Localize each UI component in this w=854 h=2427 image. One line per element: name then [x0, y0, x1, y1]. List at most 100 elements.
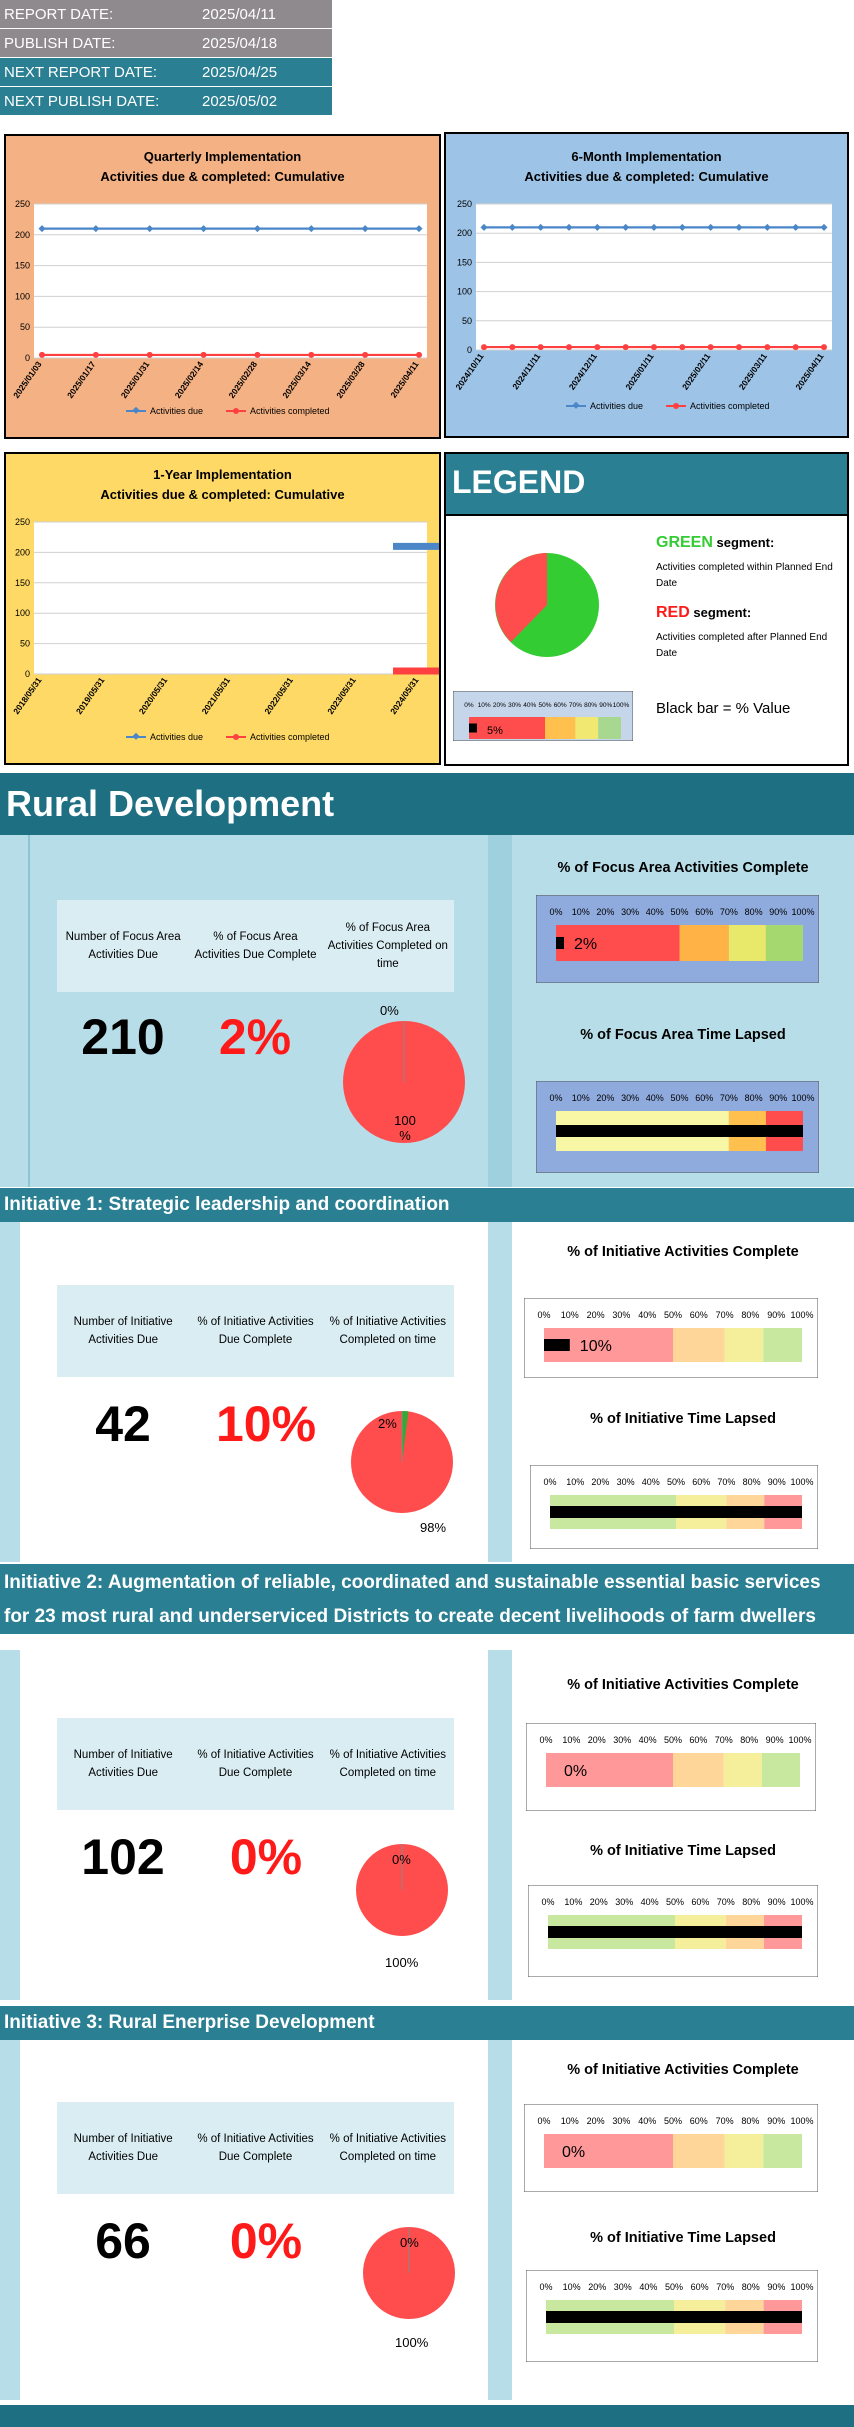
- g_i1_c-tick-label: 0%: [539, 1735, 552, 1745]
- g_focus_c-tick-label: 70%: [720, 907, 738, 917]
- quarterly-due-point: [38, 225, 46, 233]
- g_i2_l-value-bar: [546, 2311, 802, 2323]
- quarterly-chart-title: Quarterly Implementation: [143, 149, 302, 164]
- six-month-chart-panel: 6-Month Implementation Activities due & …: [444, 132, 849, 438]
- initiative-1-col-ontime-label: % of Initiative Activities Completed on …: [329, 1316, 446, 1346]
- six-month-due-point: [820, 223, 828, 231]
- six-month-line-chart: 0 50 100 150 200 250 2024/10/11 2024/11/11 2024/…: [453, 199, 832, 411]
- g_i1_l-tick-label: 10%: [564, 1897, 582, 1907]
- initiative-2-pie-bottom-label: 100%: [385, 1955, 419, 1970]
- g_focus_c-band-segment: [679, 925, 729, 961]
- six-month-completed-point: [566, 344, 572, 351]
- six-month-completed-point: [821, 344, 827, 351]
- quarterly-line-chart: 0 50 100 150 200 250 2025/01/03 2025/01/17 2025/…: [11, 199, 427, 416]
- initiative-3-complete-title: % of Initiative Activities Complete: [567, 2062, 799, 2078]
- initiative-3-ontime-pie: [363, 2227, 455, 2319]
- g_focus_c-tick-label: 40%: [646, 907, 664, 917]
- g_focus_c-tick-label: 60%: [695, 907, 713, 917]
- g_focus_l-tick-label: 90%: [769, 1093, 787, 1103]
- six-month-completed-point: [622, 344, 629, 351]
- g_focus_l-tick-label: 70%: [720, 1093, 738, 1103]
- six-month-due-point: [678, 223, 686, 231]
- g_i1_c-tick-label: 10%: [562, 1735, 580, 1745]
- six-month-chart-subtitle: Activities due & completed: Cumulative: [524, 169, 769, 184]
- g_i2_l-tick-label: 70%: [716, 2282, 734, 2292]
- legendGauge-tick-label: 90%: [599, 702, 612, 709]
- six-month-x-tick-label: 2025/04/11: [793, 351, 825, 391]
- initiative-2-lapsed-gauge: 0% 10% 20% 30% 40% 50% 60% 70% 80% 90% 100%: [528, 1885, 818, 1977]
- initiative-2-lapsed-title: % of Initiative Time Lapsed: [590, 1843, 776, 1859]
- g_focus_c-value-bar: [556, 937, 564, 949]
- legend-red-rest: segment:: [689, 605, 752, 620]
- g_i1_c-band-segment: [546, 1753, 673, 1787]
- g_i0_c-tick-label: 0%: [537, 1310, 550, 1320]
- one-year-legend-completed-marker: [233, 734, 239, 740]
- g_i0_c-tick-label: 70%: [716, 1310, 734, 1320]
- g_focus_c-band-segment: [728, 925, 766, 961]
- one-year-y-tick-label: 50: [20, 639, 30, 649]
- six-month-y-tick-label: 0: [467, 345, 472, 355]
- g_i0_c-band-segment: [724, 1328, 764, 1362]
- quarterly-x-tick-label: 2025/01/03: [11, 359, 44, 400]
- g_i0_l-tick-label: 60%: [692, 1477, 710, 1487]
- quarterly-x-tick-label: 2025/02/14: [173, 359, 206, 400]
- report-date-value: 2025/04/11: [202, 5, 276, 23]
- g_i0_c-tick-label: 30%: [612, 1310, 630, 1320]
- g_i0_c-band-segment: [673, 1328, 725, 1362]
- g_i1_l-tick-label: 20%: [590, 1897, 608, 1907]
- quarterly-x-tick-label: 2025/02/28: [226, 359, 259, 400]
- g_focus_l-tick-label: 20%: [596, 1093, 614, 1103]
- g_i0_l-tick-label: 20%: [591, 1477, 609, 1487]
- g_i2_c-tick-label: 20%: [587, 2116, 605, 2126]
- g_i2_c-tick-label: 70%: [716, 2116, 734, 2126]
- six-month-completed-point: [651, 344, 657, 351]
- legendGauge-tick-label: 100%: [613, 702, 630, 709]
- initiative-3-due-value: 66: [95, 2213, 151, 2269]
- g_i1_c-tick-label: 100%: [788, 1735, 811, 1745]
- g_i2_c-tick-label: 90%: [767, 2116, 785, 2126]
- g_i2_l-tick-label: 60%: [691, 2282, 709, 2292]
- g_i0_c-tick-label: 80%: [741, 1310, 759, 1320]
- next-publish-date-value: 2025/05/02: [202, 92, 278, 110]
- quarterly-completed-point: [254, 351, 261, 358]
- initiative-1-ontime-pie: [351, 1411, 453, 1513]
- g_focus_l-tick-label: 10%: [572, 1093, 590, 1103]
- quarterly-legend-completed-marker: [233, 408, 239, 414]
- six-month-due-point: [593, 223, 601, 231]
- initiative-3-pie-bottom-label: 100%: [395, 2335, 429, 2350]
- one-year-chart-title: 1-Year Implementation: [153, 467, 292, 482]
- quarterly-due-point: [200, 225, 208, 233]
- quarterly-plot-area: [34, 204, 427, 358]
- six-month-due-point: [735, 223, 743, 231]
- initiative-3-col-due-label: Number of Initiative Activities Due: [73, 2133, 173, 2163]
- quarterly-legend-due-label: Activities due: [150, 406, 203, 416]
- quarterly-completed-point: [200, 351, 207, 358]
- g_i2_c-tick-label: 60%: [690, 2116, 708, 2126]
- legend-pie-chart: [495, 553, 599, 657]
- g_i1_c-tick-label: 80%: [740, 1735, 758, 1745]
- quarterly-due-point: [415, 225, 423, 233]
- initiative-2-due-value: 102: [81, 1829, 165, 1885]
- six-month-completed-point: [707, 344, 714, 351]
- g_i2_l-tick-label: 90%: [767, 2282, 785, 2292]
- one-year-line-chart: 0 50 100 150 200 250 2018/05/31 2019/05/31 2020/…: [11, 517, 439, 742]
- initiative-2-ontime-pie: [356, 1844, 448, 1936]
- next-report-date-row: NEXT REPORT DATE: 2025/04/25: [0, 58, 332, 86]
- g_i1_l-tick-label: 60%: [691, 1897, 709, 1907]
- g_i2_l-tick-label: 10%: [563, 2282, 581, 2292]
- focus-col-due-label: Number of Focus Area Activities Due: [65, 931, 181, 961]
- legendGauge-band-segment: [598, 717, 621, 739]
- g_focus_l-tick-label: 100%: [791, 1093, 814, 1103]
- initiative-1-complete-title: % of Initiative Activities Complete: [567, 1244, 799, 1260]
- legendGauge-tick-label: 70%: [569, 702, 582, 709]
- legend-panel: LEGEND GREEN segment: Activities complet…: [444, 452, 849, 766]
- initiative-1-pie-top-label: 2%: [378, 1416, 397, 1431]
- g_i2_c-band-segment: [724, 2134, 764, 2168]
- next-report-date-value: 2025/04/25: [202, 63, 278, 81]
- legend-sample-gauge: 0% 10% 20% 30% 40% 50% 60% 70% 80% 90% 100% 5%: [453, 691, 633, 741]
- g_i2_l-tick-label: 30%: [614, 2282, 632, 2292]
- g_i0_c-value-bar: [544, 1339, 570, 1351]
- focus-complete-pct-value: 2%: [218, 1009, 292, 1065]
- legend-title: LEGEND: [452, 464, 586, 500]
- g_i1_c-tick-label: 70%: [715, 1735, 733, 1745]
